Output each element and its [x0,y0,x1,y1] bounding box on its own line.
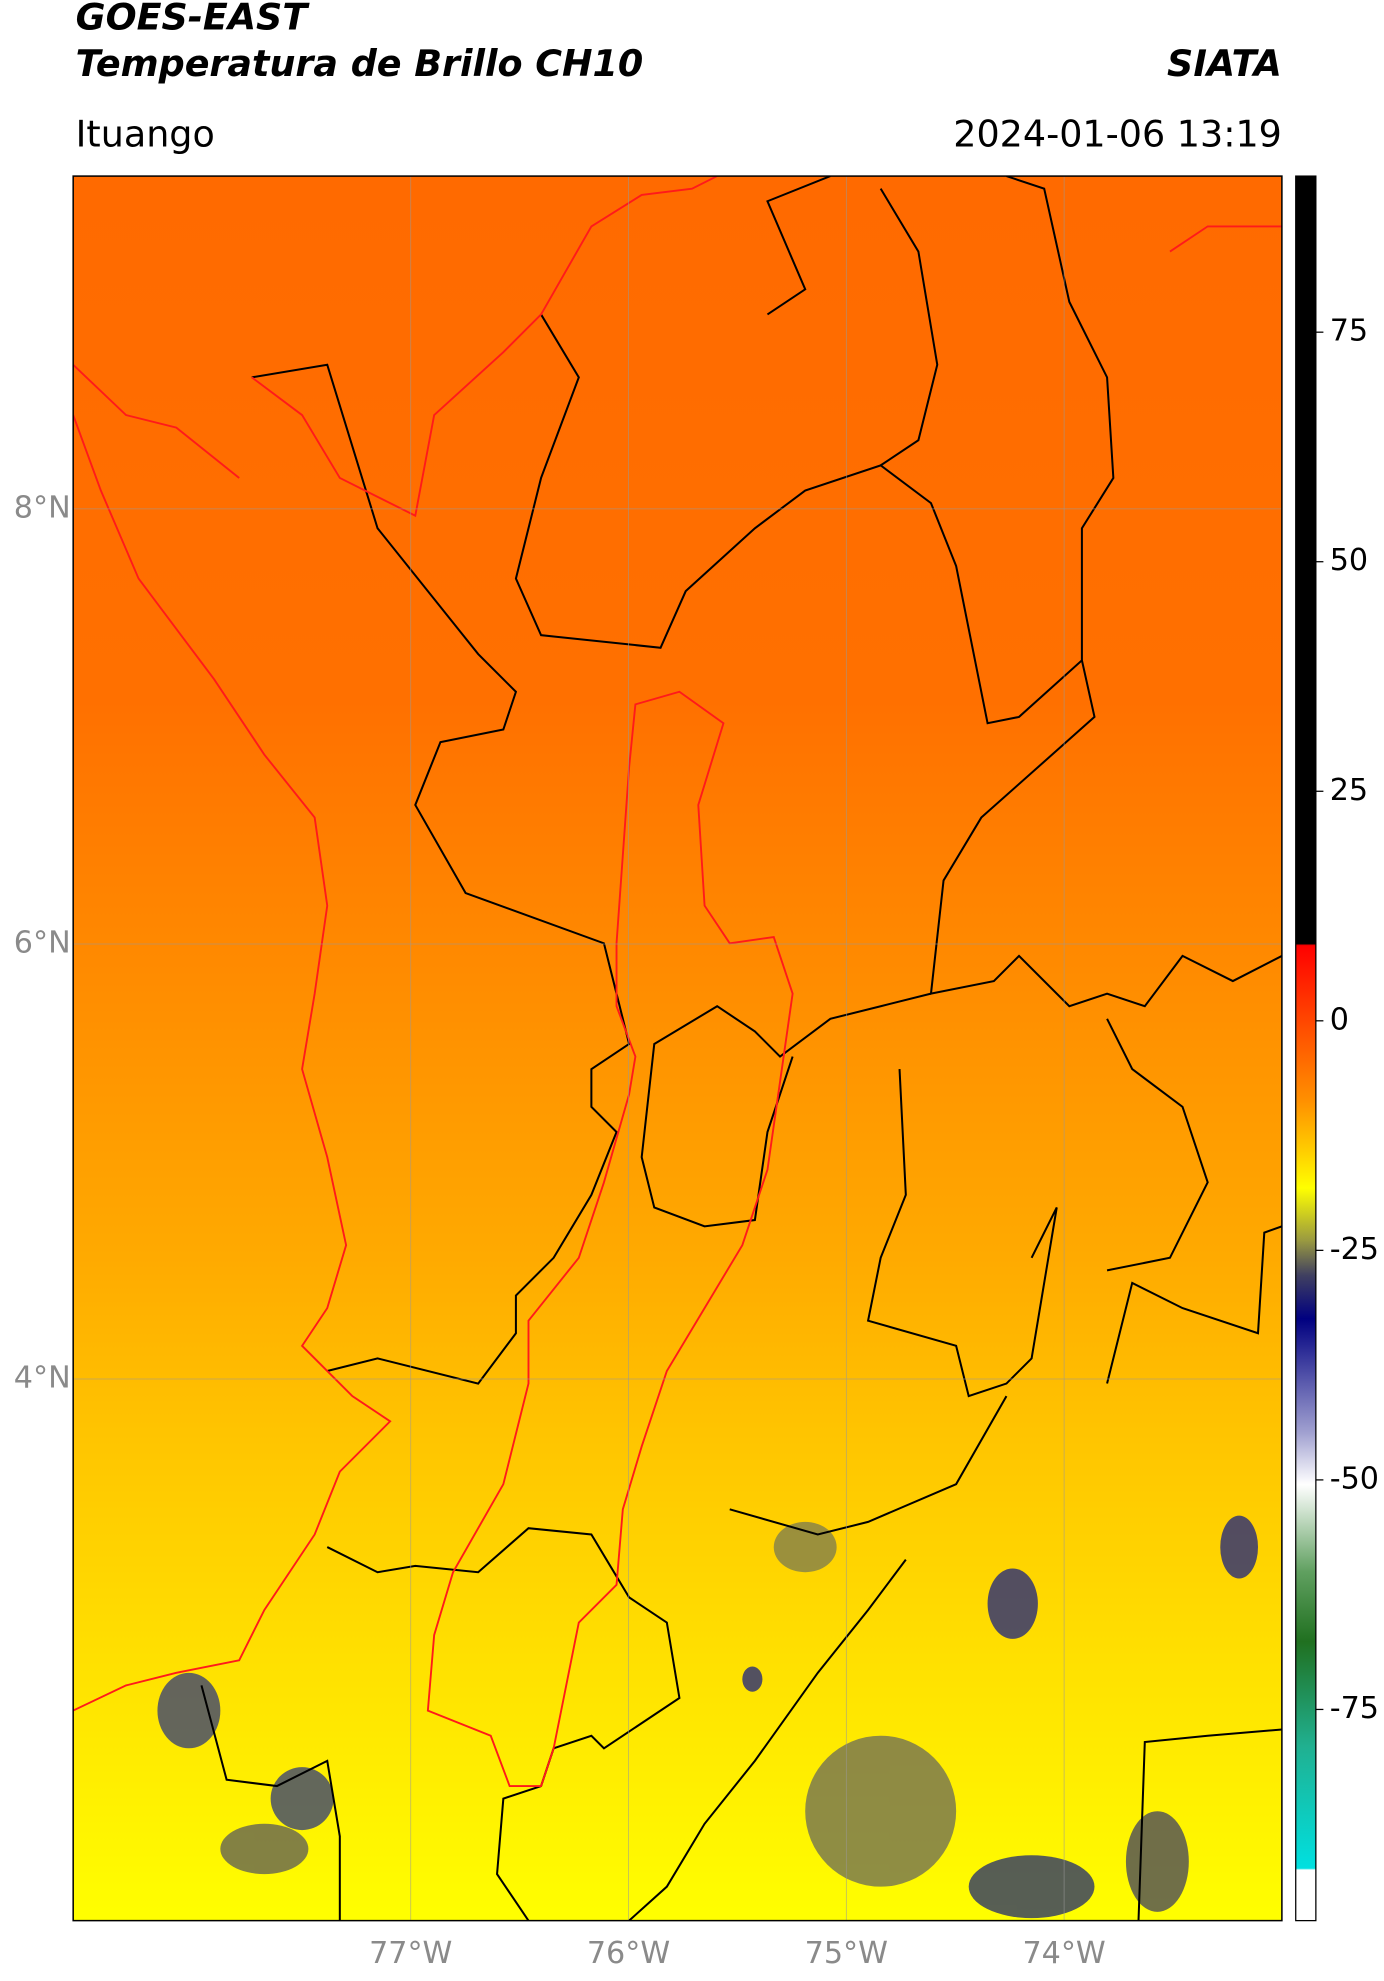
colorbar-tick-label: -50 [1330,1461,1379,1496]
colorbar-tick-label: 75 [1330,314,1368,349]
colorbar-tick-label: -25 [1330,1232,1379,1267]
coastline-basin [73,176,1282,1787]
subtitle: Temperatura de Brillo CH10 [76,42,644,85]
colorbar-tick-label: 50 [1330,543,1368,578]
labels: 77°W 76°W 75°W 74°W 8°N 6°N 4°N 75 50 25 0 -25 -50 -7… [14,314,1379,1971]
map-area [73,176,1282,1921]
colorbar-tick-label: 25 [1330,773,1368,808]
x-tick-label: 75°W [805,1936,888,1971]
colorbar-tick-label: 0 [1330,1002,1349,1037]
location: Ituango [76,112,215,155]
admin-boundaries [200,176,1282,1921]
y-tick-label: 6°N [14,925,71,960]
colorbar-tick-label: -75 [1330,1691,1379,1726]
colorbar [1295,175,1317,1922]
y-tick-label: 4°N [14,1360,71,1395]
source: SIATA [1167,42,1282,85]
map-frame [72,175,1283,1922]
datetime: 2024-01-06 13:19 [953,112,1282,155]
brightness-field [73,176,1282,1921]
y-tick-label: 8°N [14,490,71,525]
graticule [73,176,1282,1921]
x-tick-label: 76°W [587,1936,670,1971]
x-tick-label: 74°W [1022,1936,1105,1971]
title: GOES-EAST [76,0,311,38]
x-tick-label: 77°W [369,1936,452,1971]
